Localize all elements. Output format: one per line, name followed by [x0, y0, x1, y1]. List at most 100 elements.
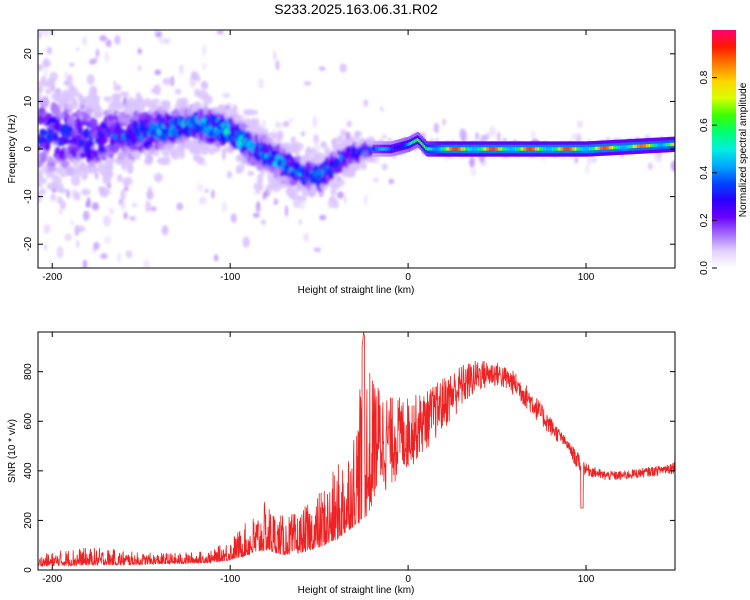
spectrogram-band-core — [406, 142, 409, 147]
spectrogram-blob — [330, 187, 337, 196]
spectrogram-blob — [242, 236, 250, 248]
spectrogram-band-core — [500, 147, 503, 151]
spectrogram-band-core — [385, 147, 388, 151]
spectrogram-band-core — [429, 147, 432, 151]
spectrogram-band-core — [566, 147, 569, 151]
spectrogram-blob — [78, 95, 86, 106]
spectrogram-blob — [104, 235, 111, 245]
spectrogram-blob — [170, 148, 181, 160]
spectrogram-blob — [176, 202, 184, 211]
spectrogram-blob — [388, 178, 395, 185]
colorbar: 0.0 0.2 0.4 0.6 0.8 Normalized spectral ampl… — [699, 30, 749, 275]
spectrogram-blob — [210, 114, 217, 123]
spectrogram-band-core — [587, 147, 590, 151]
spectrogram-blob — [301, 190, 311, 197]
spectrogram-blob — [288, 117, 294, 123]
spectrogram-band-core — [615, 145, 619, 150]
spectrogram-band-core — [450, 147, 454, 151]
spectrogram-band-core — [577, 147, 580, 151]
spectrogram-blob — [94, 172, 99, 180]
spectrogram-band-core — [516, 147, 519, 151]
spectrogram-band-core — [539, 147, 542, 151]
spectrogram-band-core — [547, 147, 550, 151]
spectrogram-blob — [150, 206, 157, 212]
spectrogram-blob — [274, 121, 283, 129]
spectrogram-blob — [570, 133, 576, 140]
spectrogram-band-core — [373, 147, 377, 151]
spectrogram-blob — [380, 106, 384, 112]
spectrogram-band-core — [490, 147, 493, 151]
spectrogram-band-core — [456, 147, 459, 151]
spectrogram-blob — [47, 166, 58, 173]
spectrogram-band-core — [403, 143, 407, 148]
spectrogram-blob — [174, 88, 182, 95]
spectrogram-band-core — [392, 146, 395, 151]
spectrogram-blob — [81, 188, 91, 196]
spectrogram-band-core — [465, 147, 468, 151]
spectrogram-blob — [74, 122, 83, 130]
spectrogram-band-core — [534, 147, 537, 151]
spectrogram-band-core — [655, 143, 658, 147]
spectrogram-blob — [253, 118, 260, 128]
spectrogram-blob — [346, 120, 353, 128]
spectrogram-band-core — [660, 143, 663, 147]
spectrogram-band-core — [668, 142, 671, 147]
spectrogram-band-core — [557, 147, 560, 151]
spectrogram-blob — [46, 133, 54, 141]
spectrogram-blob — [49, 30, 54, 36]
spectrogram-band-core — [487, 147, 491, 151]
spectrogram-band-core — [502, 147, 505, 151]
spectrogram-blob — [58, 188, 68, 194]
spectrogram-band-core — [541, 147, 545, 151]
spectrogram-band-core — [440, 147, 444, 151]
spectrogram-band-core — [573, 147, 576, 151]
spectrogram-blob — [129, 216, 136, 222]
spectrogram-band-core — [517, 147, 520, 151]
spectrogram-blob — [43, 244, 48, 251]
spectrogram-blob — [146, 190, 154, 200]
spectrogram-band-core — [537, 147, 540, 151]
spectrogram-blob — [319, 214, 327, 221]
spectrogram-band-core — [372, 147, 375, 151]
spectrogram-band — [372, 132, 675, 157]
spectrogram-band-core — [546, 147, 549, 151]
spectrogram-band-core — [635, 144, 639, 149]
spectrogram-band-core — [628, 145, 631, 149]
spectrogram-blob — [89, 117, 98, 128]
spectrogram-blob — [217, 104, 226, 111]
spectrogram-blob — [126, 97, 136, 106]
spectrogram-blob — [58, 209, 63, 215]
spectrogram-blob — [619, 153, 625, 159]
spectrogram-blob — [213, 254, 219, 262]
spectrogram-band-core — [446, 147, 449, 151]
spectrogram-blob — [433, 122, 439, 134]
spectrogram-blob — [79, 152, 86, 159]
spectrogram-blob — [190, 70, 199, 80]
spectrogram-band-core — [624, 145, 627, 149]
spectrogram-blob — [86, 74, 95, 85]
spectrogram-band-core — [543, 147, 546, 151]
spectrogram-band-core — [439, 147, 442, 151]
spectrogram-blob — [298, 195, 307, 203]
spectrogram-blob — [345, 169, 356, 178]
spectrogram-blob — [90, 96, 100, 107]
spectrogram-blob — [198, 196, 207, 205]
spectrogram-band-core — [452, 147, 455, 151]
spectrogram-blob — [91, 202, 100, 211]
spectrogram-band-core — [396, 145, 399, 149]
spectrogram-band-core — [610, 146, 613, 150]
spectrogram-blob — [104, 155, 115, 165]
spectrogram-blob — [49, 71, 58, 81]
spectrogram-band-core — [604, 146, 607, 150]
spectrogram-band-core — [455, 147, 458, 151]
colorbar-tick-label: 0.0 — [699, 261, 710, 275]
spectrogram-blob — [272, 50, 277, 61]
spectrogram-band-core — [620, 145, 623, 149]
spectrogram-band-core — [447, 147, 451, 151]
spectrogram-blob — [173, 110, 181, 117]
snr-frame — [37, 331, 676, 571]
spectrogram-band-core — [432, 147, 435, 151]
spectrogram-band-core — [578, 147, 582, 151]
spectrogram-band-core — [442, 147, 445, 151]
